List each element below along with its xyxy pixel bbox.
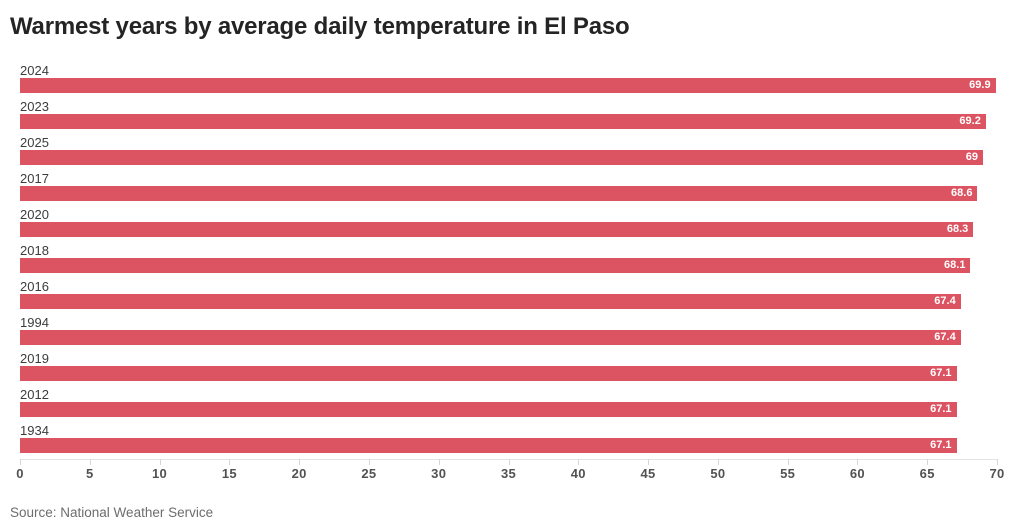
bar-value-label: 67.4 [934, 295, 956, 307]
bar: 69 [20, 150, 984, 165]
bar-year-label: 2018 [20, 243, 49, 258]
axis-tick [578, 459, 580, 465]
axis-tick [997, 459, 998, 465]
axis-tick-label: 30 [431, 466, 447, 481]
bar-value-label: 68.3 [946, 223, 969, 235]
axis-tick-label: 55 [780, 466, 796, 481]
axis-tick [717, 459, 719, 465]
bar: 67.4 [20, 330, 961, 345]
bar-row: 2019 67.1 [20, 351, 997, 381]
bar-year-label: 2016 [20, 279, 49, 294]
bar: 67.1 [20, 402, 957, 417]
bar-row: 2018 68.1 [20, 243, 997, 273]
bar-year-label: 1934 [20, 423, 49, 438]
bar-year-label: 1994 [20, 315, 49, 330]
axis-tick-label: 50 [710, 466, 726, 481]
bar-year-label: 2025 [20, 135, 49, 150]
source-note: Source: National Weather Service [10, 505, 214, 520]
axis-tick-label: 40 [570, 466, 586, 481]
bar-year-label: 2024 [20, 63, 49, 78]
bar: 67.1 [20, 366, 957, 381]
axis-tick-label: 45 [640, 466, 656, 481]
bar-value-label: 67.4 [934, 331, 956, 343]
bar-row: 2024 69.9 [20, 63, 997, 93]
bar: 68.1 [20, 258, 971, 273]
bar-row: 1994 67.4 [20, 315, 997, 345]
chart-title: Warmest years by average daily temperatu… [10, 13, 630, 40]
bar: 67.1 [20, 438, 957, 453]
axis-tick [299, 459, 301, 465]
bar-row: 2016 67.4 [20, 279, 997, 309]
bar-value-label: 69.9 [969, 79, 991, 91]
bar: 68.3 [20, 222, 974, 237]
axis-tick-label: 20 [291, 466, 307, 481]
bar-row: 2012 67.1 [20, 387, 997, 417]
axis-tick [89, 459, 91, 465]
axis-tick [857, 459, 859, 465]
axis-tick [508, 459, 510, 465]
bar-year-label: 2012 [20, 387, 49, 402]
axis-tick-label: 10 [152, 466, 168, 481]
bar-value-label: 67.1 [930, 403, 952, 415]
axis-tick [229, 459, 231, 465]
bar-value-label: 69 [965, 151, 979, 163]
bar-year-label: 2020 [20, 207, 49, 222]
axis-tick-label: 35 [500, 466, 517, 481]
bar-row: 2025 69 [20, 135, 997, 165]
bar-value-label: 67.1 [930, 439, 952, 451]
axis-tick [159, 459, 161, 465]
axis-tick-label: 25 [361, 466, 377, 481]
axis-tick-label: 60 [849, 466, 865, 481]
x-axis: 0 5 10 15 20 25 30 35 40 45 50 55 60 65 70 [16, 459, 1004, 486]
axis-tick [648, 459, 650, 465]
bar-row: 1934 67.1 [20, 423, 997, 453]
bar-year-label: 2017 [20, 171, 49, 186]
bar-row: 2017 68.6 [20, 171, 997, 201]
axis-tick [20, 459, 21, 465]
axis-tick [787, 459, 789, 465]
axis-tick-label: 5 [86, 466, 94, 481]
bar-value-label: 69.2 [959, 115, 981, 127]
bar: 69.2 [20, 114, 986, 129]
bar-value-label: 67.1 [930, 367, 952, 379]
axis-tick [438, 459, 440, 465]
bar-value-label: 68.6 [951, 187, 973, 199]
bar-year-label: 2023 [20, 99, 49, 114]
bar: 69.9 [20, 78, 996, 93]
bar-row: 2020 68.3 [20, 207, 997, 237]
axis-tick [927, 459, 929, 465]
bar-row: 2023 69.2 [20, 99, 997, 129]
axis-tick-label: 70 [989, 466, 1005, 481]
axis-tick-label: 65 [919, 466, 935, 481]
axis-tick [368, 459, 370, 465]
axis-tick-label: 15 [221, 466, 237, 481]
bar-rows: 2024 69.9 2023 69.2 2025 69 2017 68.6 2020 68.3 20… [20, 63, 997, 453]
bar-value-label: 68.1 [944, 259, 966, 271]
bar: 67.4 [20, 294, 961, 309]
bar-year-label: 2019 [20, 351, 49, 366]
bar: 68.6 [20, 186, 978, 201]
axis-tick-label: 0 [16, 466, 24, 481]
bar-chart: 2024 69.9 2023 69.2 2025 69 2017 68.6 2020 68.3 20… [16, 63, 1004, 486]
